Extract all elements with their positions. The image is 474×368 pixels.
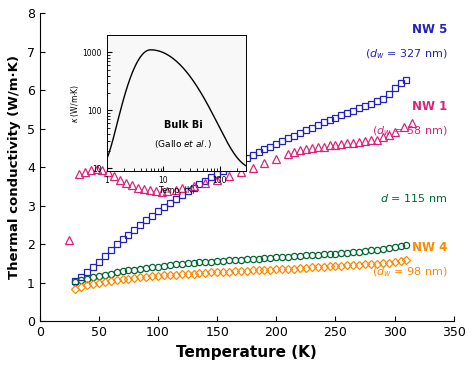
Text: NW 5: NW 5 [412,22,447,36]
X-axis label: Temperature (K): Temperature (K) [176,345,317,360]
X-axis label: Temp. (K): Temp. (K) [159,186,194,195]
Text: NW 1: NW 1 [412,100,447,113]
Text: ($d_w$ = 327 nm): ($d_w$ = 327 nm) [365,47,447,61]
Text: $d$ = 115 nm: $d$ = 115 nm [380,192,447,204]
Text: (Gallo $et\ al.$): (Gallo $et\ al.$) [154,138,213,150]
Text: ($d_w$ = 98 nm): ($d_w$ = 98 nm) [372,266,447,279]
Text: ($d_w$ = 58 nm): ($d_w$ = 58 nm) [372,124,447,138]
Y-axis label: Thermal conductivity (W/m·K): Thermal conductivity (W/m·K) [9,55,21,279]
Y-axis label: $\kappa$ (W/m$\cdot$K): $\kappa$ (W/m$\cdot$K) [69,84,81,123]
Text: Bulk Bi: Bulk Bi [164,120,203,130]
Text: NW 4: NW 4 [412,241,447,254]
